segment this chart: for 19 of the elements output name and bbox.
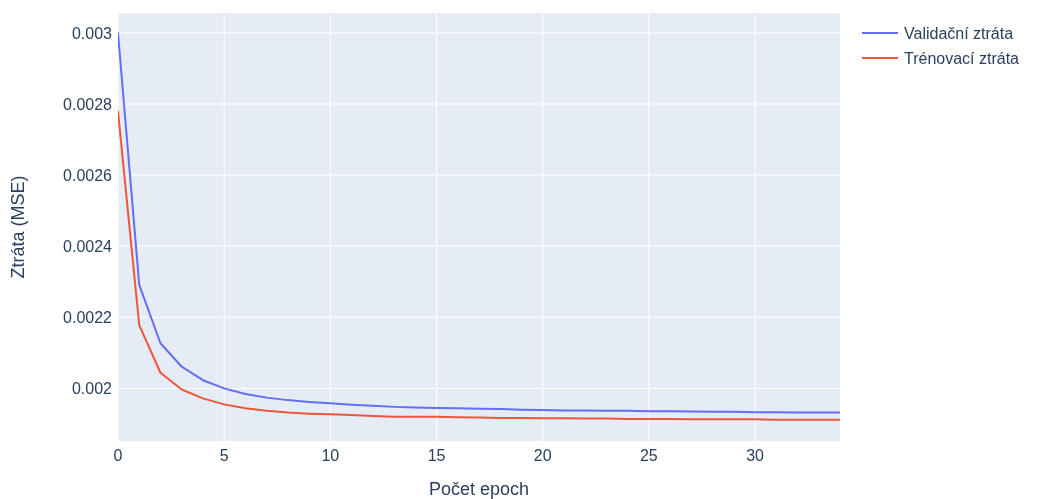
y-tick-label: 0.0024: [63, 237, 113, 255]
x-tick-label: 15: [427, 447, 446, 464]
y-tick-label: 0.0022: [63, 308, 113, 326]
y-tick-label: 0.002: [71, 379, 113, 397]
y-tick-label: 0.0026: [63, 166, 113, 184]
y-tick-label: 0.0028: [63, 95, 113, 113]
line-series: [118, 110, 840, 421]
x-tick-label: 25: [639, 447, 658, 464]
x-tick-label: 20: [533, 447, 552, 464]
x-tick-label: 5: [219, 447, 229, 464]
legend-label: Trénovací ztráta: [904, 49, 1020, 67]
x-tick-label: 0: [113, 447, 123, 464]
x-tick-label: 10: [321, 447, 340, 464]
x-axis-title: Počet epoch: [428, 479, 530, 499]
x-tick-label: 30: [746, 447, 765, 464]
y-tick-label: 0.003: [71, 24, 113, 42]
y-axis-title: Ztráta (MSE): [8, 175, 28, 279]
legend-label: Validační ztráta: [904, 24, 1014, 42]
line-series: [118, 31, 840, 414]
